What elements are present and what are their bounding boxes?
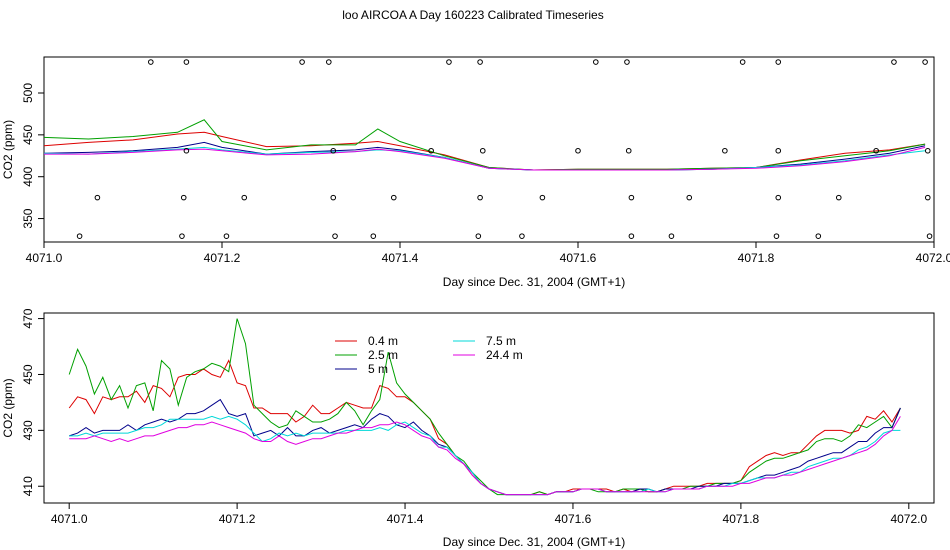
legend-label: 24.4 m xyxy=(486,348,523,362)
marker-point xyxy=(519,233,525,239)
y-tick-label: 350 xyxy=(21,208,35,228)
x-tick-label: 4071.0 xyxy=(51,512,88,526)
marker-point xyxy=(775,194,782,201)
x-tick-label: 4071.0 xyxy=(26,251,63,265)
marker-point xyxy=(891,59,897,65)
series-line-5-m xyxy=(69,398,901,496)
marker-point xyxy=(299,59,305,65)
marker-point xyxy=(428,147,434,154)
marker-point xyxy=(628,194,635,201)
x-tick-label: 4072.0 xyxy=(916,251,950,265)
marker-point xyxy=(477,194,483,201)
marker-point xyxy=(773,233,780,239)
x-tick-label: 4071.2 xyxy=(219,512,256,526)
legend-label: 7.5 m xyxy=(486,334,516,348)
y-tick-label: 400 xyxy=(21,166,35,186)
y-tick-label: 450 xyxy=(21,364,35,384)
x-axis-title: Day since Dec. 31, 2004 (GMT+1) xyxy=(443,275,625,289)
marker-point xyxy=(241,194,248,201)
marker-point xyxy=(539,194,546,201)
marker-point xyxy=(686,194,693,201)
marker-point xyxy=(924,194,931,201)
marker-point xyxy=(330,194,337,201)
marker-point xyxy=(815,233,822,239)
marker-point xyxy=(148,59,154,65)
marker-point xyxy=(180,194,187,201)
marker-point xyxy=(179,233,185,239)
legend-label: 2.5 m xyxy=(368,348,398,362)
marker-point xyxy=(326,59,332,65)
plot-frame xyxy=(43,312,935,504)
series-line-2-5-m xyxy=(68,318,901,496)
marker-point xyxy=(390,194,397,201)
marker-point xyxy=(446,59,452,65)
marker-point xyxy=(926,233,933,239)
marker-point xyxy=(835,194,842,201)
marker-point xyxy=(593,59,599,65)
marker-point xyxy=(479,147,486,154)
x-tick-label: 4071.8 xyxy=(723,512,760,526)
series-line-24-4-m xyxy=(69,416,901,496)
marker-point xyxy=(739,59,746,65)
x-tick-label: 4071.4 xyxy=(387,512,424,526)
marker-point xyxy=(76,233,83,239)
marker-point xyxy=(775,147,782,154)
y-tick-label: 410 xyxy=(21,476,35,496)
top-panel: 4071.0 4071.2 4071.4 4071.6 4071.8 4072.0 350 4… xyxy=(1,56,950,289)
marker-point xyxy=(183,59,190,65)
marker-point xyxy=(873,147,879,154)
marker-point xyxy=(223,233,230,239)
y-tick-label: 430 xyxy=(21,420,35,440)
y-tick-label: 470 xyxy=(21,308,35,328)
marker-point xyxy=(477,59,483,65)
y-axis-title: CO2 (ppm) xyxy=(1,378,15,437)
series-line-24-4-m xyxy=(44,146,926,171)
marker-point xyxy=(624,59,630,65)
marker-point xyxy=(183,147,190,154)
series-line-7-5-m xyxy=(69,415,901,496)
x-axis-title: Day since Dec. 31, 2004 (GMT+1) xyxy=(443,535,625,549)
x-tick-label: 4071.2 xyxy=(204,251,241,265)
plot-frame xyxy=(43,56,935,243)
marker-point xyxy=(330,147,337,154)
marker-point xyxy=(332,233,338,239)
series-line-2-5-m xyxy=(43,119,926,171)
x-tick-label: 4071.6 xyxy=(560,251,597,265)
marker-point xyxy=(775,59,782,65)
marker-point xyxy=(722,147,728,154)
marker-point xyxy=(922,59,928,65)
marker-point xyxy=(668,233,675,239)
marker-point xyxy=(575,147,581,154)
series-line-7-5-m xyxy=(43,146,926,171)
marker-point xyxy=(628,233,635,239)
marker-point xyxy=(475,233,482,239)
marker-point xyxy=(924,147,931,154)
marker-point xyxy=(94,194,101,201)
marker-point xyxy=(370,233,377,239)
marker-point xyxy=(625,147,632,154)
y-tick-label: 500 xyxy=(21,83,35,103)
figure-title: loo AIRCOA A Day 160223 Calibrated Times… xyxy=(342,8,603,22)
x-tick-label: 4071.6 xyxy=(555,512,592,526)
x-tick-label: 4071.8 xyxy=(738,251,775,265)
legend-label: 5 m xyxy=(368,362,388,376)
x-tick-label: 4071.4 xyxy=(382,251,419,265)
bottom-panel: 4071.0 4071.2 4071.4 4071.6 4071.8 4072.0 410 4… xyxy=(1,308,935,549)
y-tick-label: 450 xyxy=(21,125,35,145)
x-tick-label: 4072.0 xyxy=(890,512,927,526)
legend-label: 0.4 m xyxy=(368,334,398,348)
y-axis-title: CO2 (ppm) xyxy=(1,120,15,179)
